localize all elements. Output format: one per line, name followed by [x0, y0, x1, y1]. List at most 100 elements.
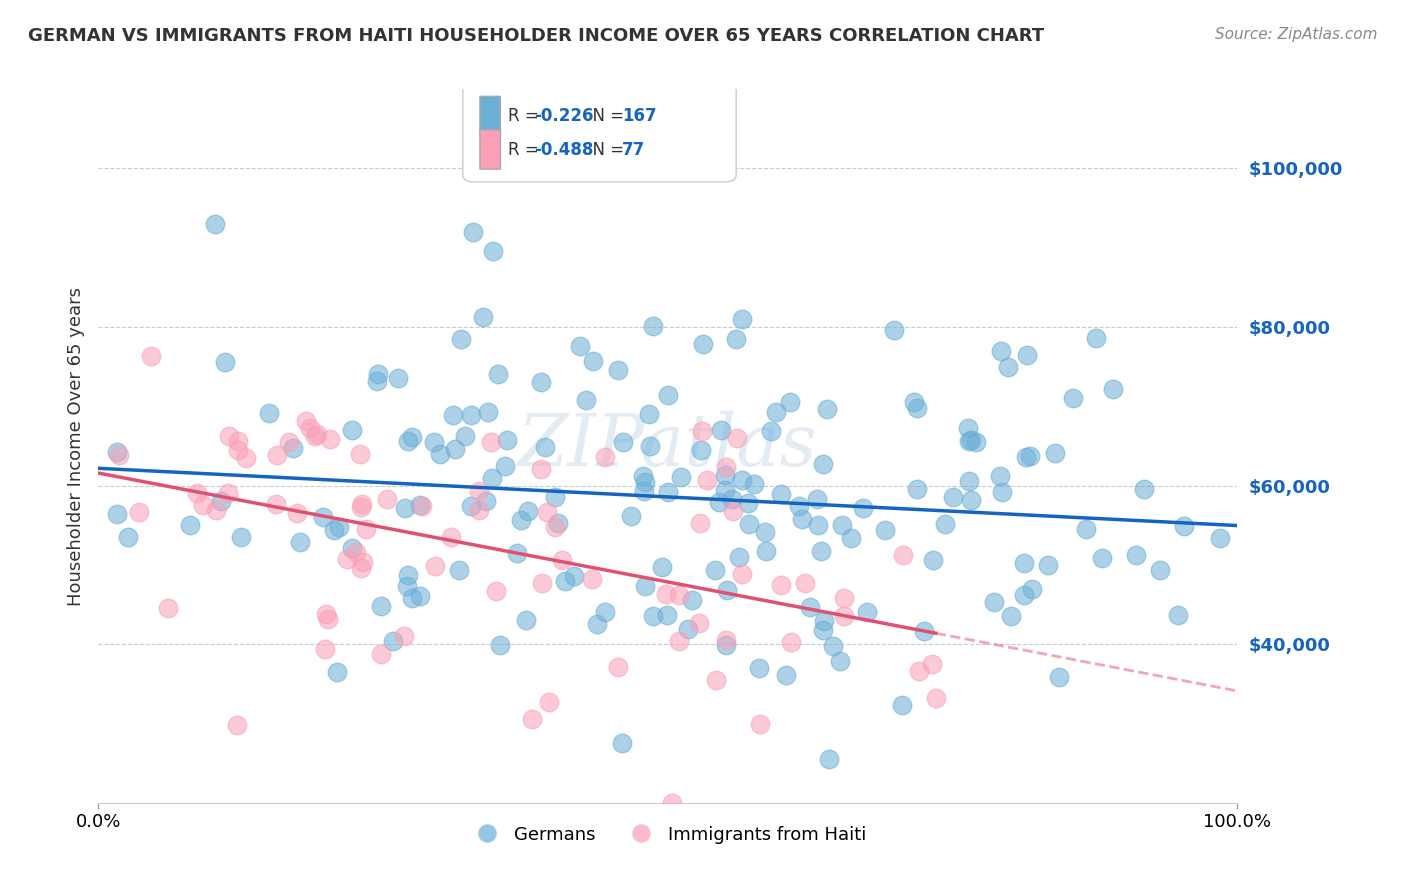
Germans — [562, 569, 585, 583]
Immigrants from Haiti — [336, 551, 359, 566]
Germans — [922, 553, 945, 567]
FancyBboxPatch shape — [479, 96, 501, 136]
Germans — [818, 752, 841, 766]
Immigrants from Haiti — [128, 505, 150, 519]
Germans — [429, 447, 451, 461]
Immigrants from Haiti — [689, 516, 711, 530]
Germans — [340, 423, 363, 437]
Germans — [554, 574, 576, 588]
Legend: Germans, Immigrants from Haiti: Germans, Immigrants from Haiti — [463, 819, 873, 851]
Germans — [409, 589, 432, 603]
Text: Source: ZipAtlas.com: Source: ZipAtlas.com — [1215, 27, 1378, 42]
Germans — [651, 560, 673, 574]
Immigrants from Haiti — [668, 633, 690, 648]
Germans — [813, 614, 835, 628]
Immigrants from Haiti — [108, 448, 131, 462]
Text: GERMAN VS IMMIGRANTS FROM HAITI HOUSEHOLDER INCOME OVER 65 YEARS CORRELATION CHA: GERMAN VS IMMIGRANTS FROM HAITI HOUSEHOL… — [28, 27, 1045, 45]
Germans — [387, 371, 409, 385]
Germans — [883, 323, 905, 337]
Immigrants from Haiti — [157, 600, 180, 615]
Germans — [530, 376, 553, 390]
Germans — [839, 532, 862, 546]
Germans — [983, 595, 1005, 609]
Germans — [489, 638, 512, 652]
Germans — [965, 435, 987, 450]
Germans — [401, 430, 423, 444]
Immigrants from Haiti — [411, 499, 433, 513]
Germans — [657, 388, 679, 402]
Germans — [1012, 556, 1035, 570]
Germans — [454, 428, 477, 442]
Germans — [905, 401, 928, 415]
Immigrants from Haiti — [350, 561, 373, 575]
Germans — [1101, 383, 1123, 397]
Immigrants from Haiti — [690, 424, 713, 438]
Germans — [495, 433, 517, 447]
Germans — [988, 469, 1011, 483]
Germans — [447, 563, 470, 577]
Immigrants from Haiti — [595, 450, 617, 464]
Germans — [765, 405, 787, 419]
Germans — [738, 517, 761, 532]
Immigrants from Haiti — [530, 462, 553, 476]
Germans — [811, 457, 834, 471]
Germans — [1085, 331, 1108, 345]
Germans — [799, 600, 821, 615]
Immigrants from Haiti — [350, 497, 373, 511]
Germans — [515, 613, 537, 627]
Germans — [754, 524, 776, 539]
Immigrants from Haiti — [731, 566, 754, 581]
Germans — [257, 406, 280, 420]
Immigrants from Haiti — [467, 484, 489, 499]
Germans — [288, 535, 311, 549]
Germans — [716, 582, 738, 597]
Germans — [787, 500, 810, 514]
Immigrants from Haiti — [278, 435, 301, 450]
Immigrants from Haiti — [748, 717, 770, 731]
Germans — [731, 312, 754, 326]
Immigrants from Haiti — [354, 522, 377, 536]
Immigrants from Haiti — [217, 485, 239, 500]
Immigrants from Haiti — [832, 608, 855, 623]
Germans — [547, 516, 569, 530]
Germans — [821, 639, 844, 653]
Germans — [450, 332, 472, 346]
Germans — [638, 439, 661, 453]
Germans — [396, 568, 419, 582]
Germans — [1015, 450, 1038, 464]
Immigrants from Haiti — [439, 530, 461, 544]
Germans — [737, 496, 759, 510]
Germans — [1149, 563, 1171, 577]
Germans — [657, 485, 679, 500]
Germans — [828, 654, 851, 668]
Germans — [714, 468, 737, 483]
Germans — [957, 420, 980, 434]
FancyBboxPatch shape — [463, 82, 737, 182]
Immigrants from Haiti — [319, 432, 342, 446]
Germans — [959, 493, 981, 508]
Germans — [1036, 558, 1059, 572]
Immigrants from Haiti — [205, 503, 228, 517]
Germans — [105, 508, 128, 522]
Germans — [811, 624, 834, 638]
Immigrants from Haiti — [228, 443, 250, 458]
Germans — [586, 616, 609, 631]
Germans — [231, 530, 253, 544]
Germans — [942, 490, 965, 504]
Germans — [681, 593, 703, 607]
Germans — [482, 244, 505, 259]
Immigrants from Haiti — [479, 435, 502, 450]
Germans — [1015, 348, 1038, 362]
Germans — [852, 500, 875, 515]
Germans — [544, 490, 567, 504]
Germans — [713, 483, 735, 497]
Text: R =: R = — [509, 107, 544, 125]
Germans — [631, 469, 654, 483]
Y-axis label: Householder Income Over 65 years: Householder Income Over 65 years — [66, 286, 84, 606]
Germans — [394, 501, 416, 516]
Germans — [370, 599, 392, 614]
Germans — [761, 425, 783, 439]
Immigrants from Haiti — [285, 507, 308, 521]
Germans — [957, 434, 980, 449]
Germans — [475, 494, 498, 508]
